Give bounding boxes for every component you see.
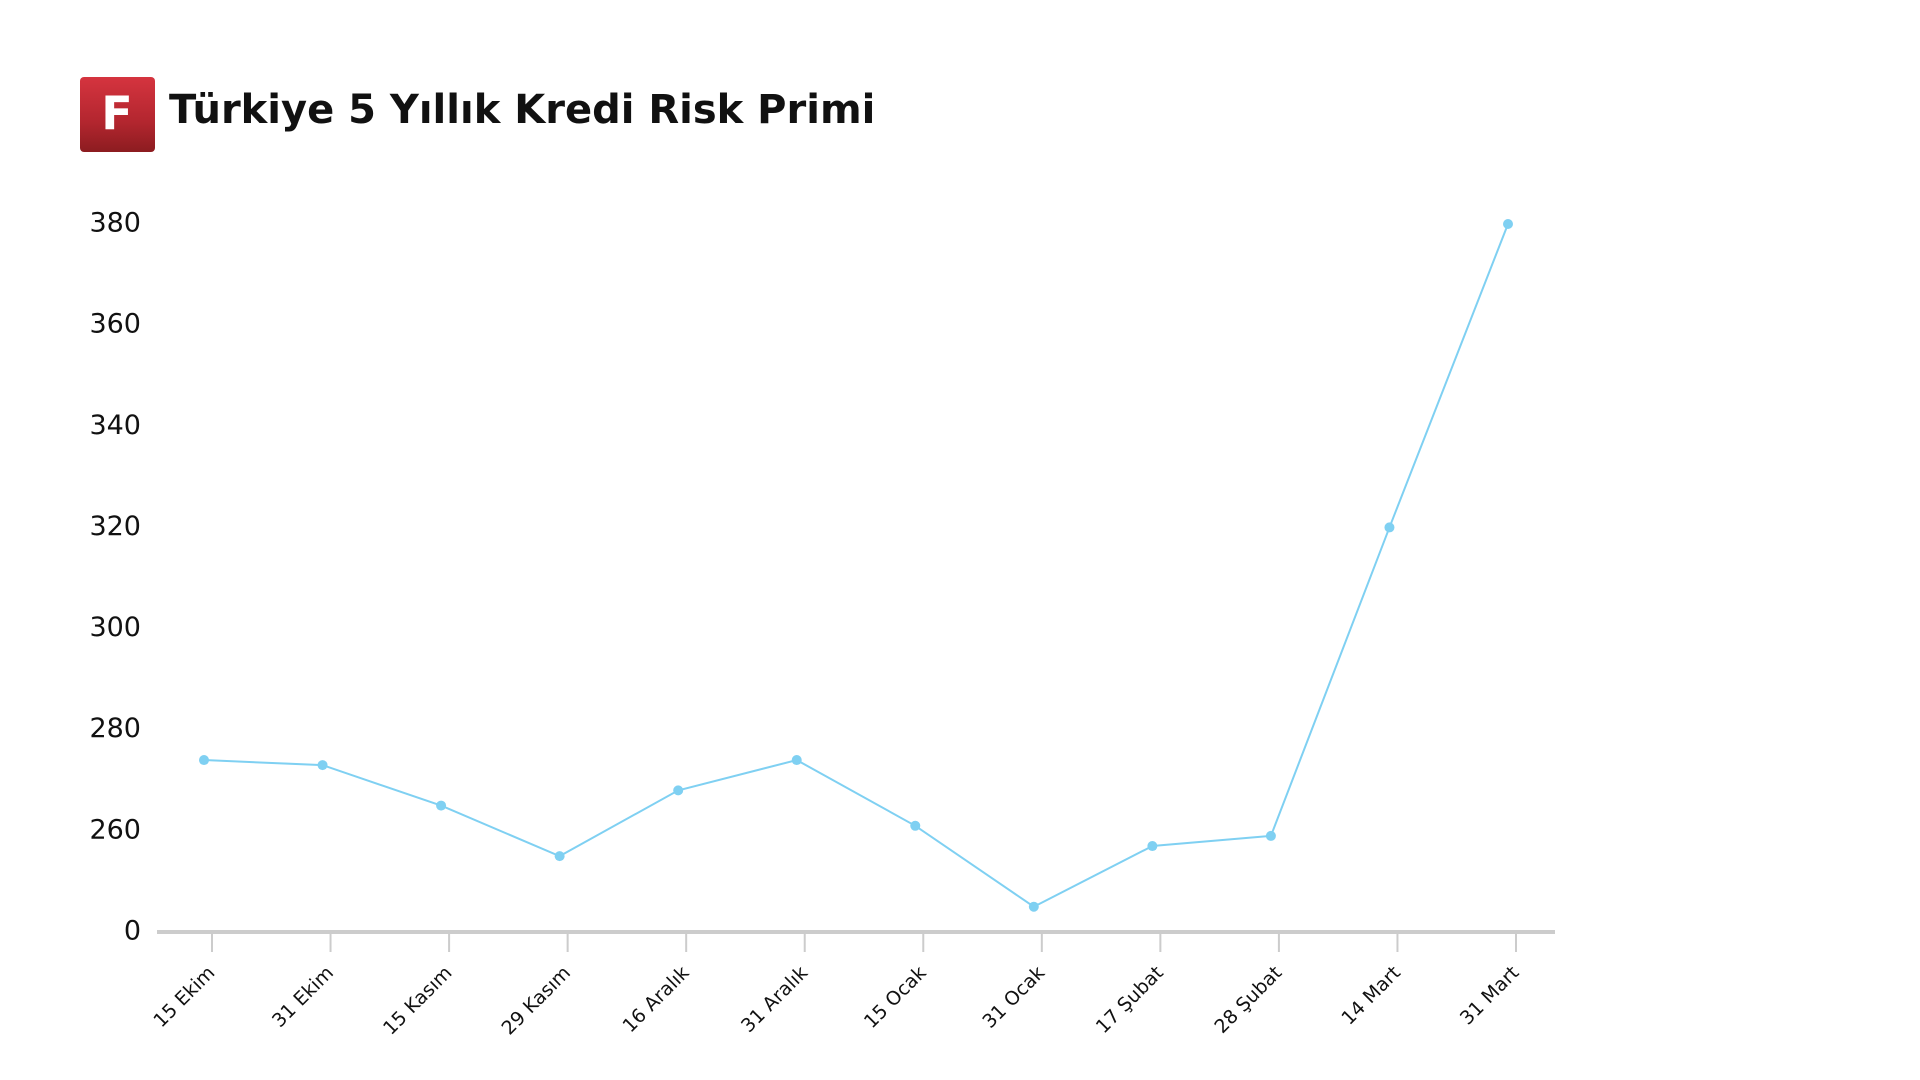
- data-point: [1147, 841, 1158, 852]
- x-tick-label: 15 Kasım: [379, 962, 457, 1040]
- data-point: [791, 755, 802, 766]
- y-tick-label: 360: [89, 309, 141, 340]
- x-tick-label: 31 Ocak: [978, 962, 1049, 1033]
- y-tick-label: 300: [89, 612, 141, 643]
- data-point: [317, 760, 328, 771]
- x-tick-label: 15 Ekim: [149, 962, 219, 1032]
- y-tick-label: 340: [89, 410, 141, 441]
- series-line: [203, 223, 1509, 908]
- logo: F: [80, 77, 155, 152]
- data-point: [554, 851, 565, 862]
- y-tick-label: 380: [89, 208, 141, 239]
- data-point: [436, 800, 447, 811]
- data-point: [1384, 522, 1395, 533]
- x-tick-label: 31 Ekim: [268, 962, 338, 1032]
- data-point: [1503, 219, 1513, 229]
- chart-title: Türkiye 5 Yıllık Kredi Risk Primi: [169, 87, 875, 133]
- x-tick-label: 16 Aralık: [618, 962, 693, 1037]
- x-tick-label: 15 Ocak: [860, 962, 931, 1033]
- x-tick-label: 28 Şubat: [1210, 962, 1286, 1038]
- x-tick-label: 31 Aralık: [737, 962, 812, 1037]
- y-tick-label: 320: [89, 511, 141, 542]
- data-point: [673, 785, 684, 796]
- data-point: [1028, 901, 1039, 912]
- y-tick-label: 280: [89, 713, 141, 744]
- svg-text:F: F: [101, 87, 132, 141]
- x-tick-label: 29 Kasım: [498, 962, 576, 1040]
- y-tick-label: 0: [124, 916, 141, 947]
- x-tick-label: 17 Şubat: [1092, 962, 1168, 1038]
- data-point: [1265, 830, 1276, 841]
- data-point: [910, 820, 921, 831]
- data-point: [199, 755, 209, 766]
- x-tick-label: 31 Mart: [1456, 962, 1524, 1030]
- x-tick-label: 14 Mart: [1337, 962, 1405, 1030]
- y-tick-label: 260: [89, 814, 141, 845]
